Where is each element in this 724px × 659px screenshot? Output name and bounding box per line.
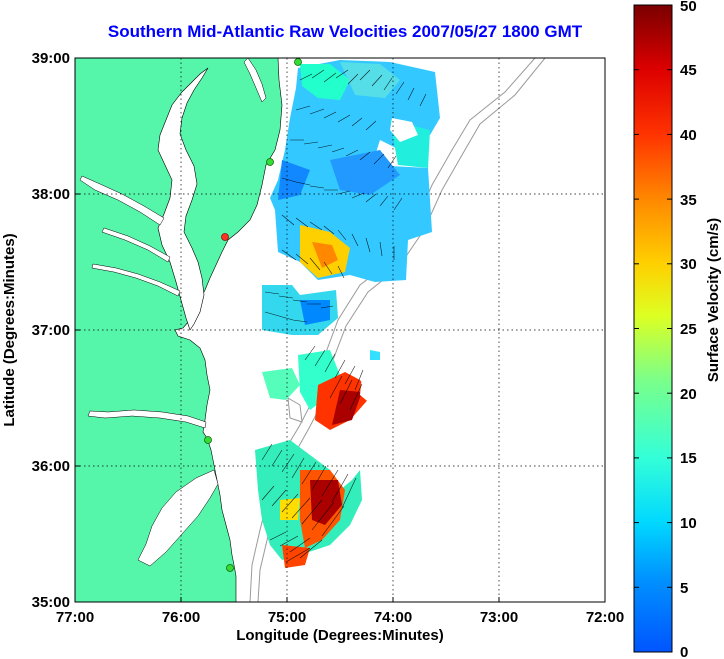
velocity-field: [255, 60, 440, 568]
colorbar-title: Surface Velocity (cm/s): [705, 218, 722, 382]
station-marker: [204, 436, 212, 444]
colorbar-tick-label: 0: [680, 644, 688, 659]
y-tick-label: 39:00: [32, 50, 70, 67]
colorbar: [633, 4, 673, 653]
station-marker: [266, 158, 274, 166]
x-tick-label: 75:00: [268, 609, 306, 626]
y-axis-title: Latitude (Degrees:Minutes): [1, 233, 18, 426]
colorbar-tick-label: 25: [680, 321, 697, 338]
colorbar-labels: 50 45 40 35 30 25 20 15 10 5 0: [680, 0, 697, 659]
x-tick-label: 77:00: [56, 609, 94, 626]
pamlico-sound: [137, 469, 219, 567]
rappahannock-river: [101, 227, 171, 263]
stations: [204, 58, 302, 572]
colorbar-tick-label: 40: [680, 127, 697, 144]
colorbar-tick-label: 45: [680, 62, 697, 79]
y-tick-label: 38:00: [32, 186, 70, 203]
x-tick-labels: 77:00 76:00 75:00 74:00 73:00 72:00: [56, 609, 624, 626]
colorbar-tick-label: 20: [680, 386, 697, 403]
grid-lines: [75, 58, 605, 602]
x-tick-label: 72:00: [586, 609, 624, 626]
x-tick-label: 74:00: [374, 609, 412, 626]
chesapeake-bay: [157, 67, 209, 331]
map-title: Southern Mid-Atlantic Raw Velocities 200…: [107, 22, 583, 41]
y-tick-label: 36:00: [32, 458, 70, 475]
colorbar-tick-label: 50: [680, 0, 697, 15]
colorbar-tick-label: 30: [680, 256, 697, 273]
x-tick-label: 76:00: [162, 609, 200, 626]
station-marker: [226, 564, 234, 572]
y-tick-label: 35:00: [32, 594, 70, 611]
colorbar-tick-label: 10: [680, 515, 697, 532]
x-tick-label: 73:00: [480, 609, 518, 626]
colorbar-tick-label: 35: [680, 192, 697, 209]
land-mass: [75, 58, 283, 602]
delaware-bay: [243, 58, 267, 103]
y-tick-label: 37:00: [32, 322, 70, 339]
velocity-vectors: [261, 69, 427, 563]
potomac-river: [79, 175, 165, 226]
colorbar-tick-label: 5: [680, 580, 688, 597]
york-james-rivers: [91, 263, 181, 297]
station-marker: [294, 58, 302, 66]
y-tick-labels: 39:00 38:00 37:00 36:00 35:00: [32, 50, 70, 611]
station-marker: [221, 233, 229, 241]
x-axis-title: Longitude (Degrees:Minutes): [236, 627, 444, 644]
colorbar-ticks: [634, 4, 672, 588]
albemarle-sound: [87, 409, 207, 429]
tick-marks: [75, 193, 500, 602]
colorbar-tick-label: 15: [680, 450, 697, 467]
